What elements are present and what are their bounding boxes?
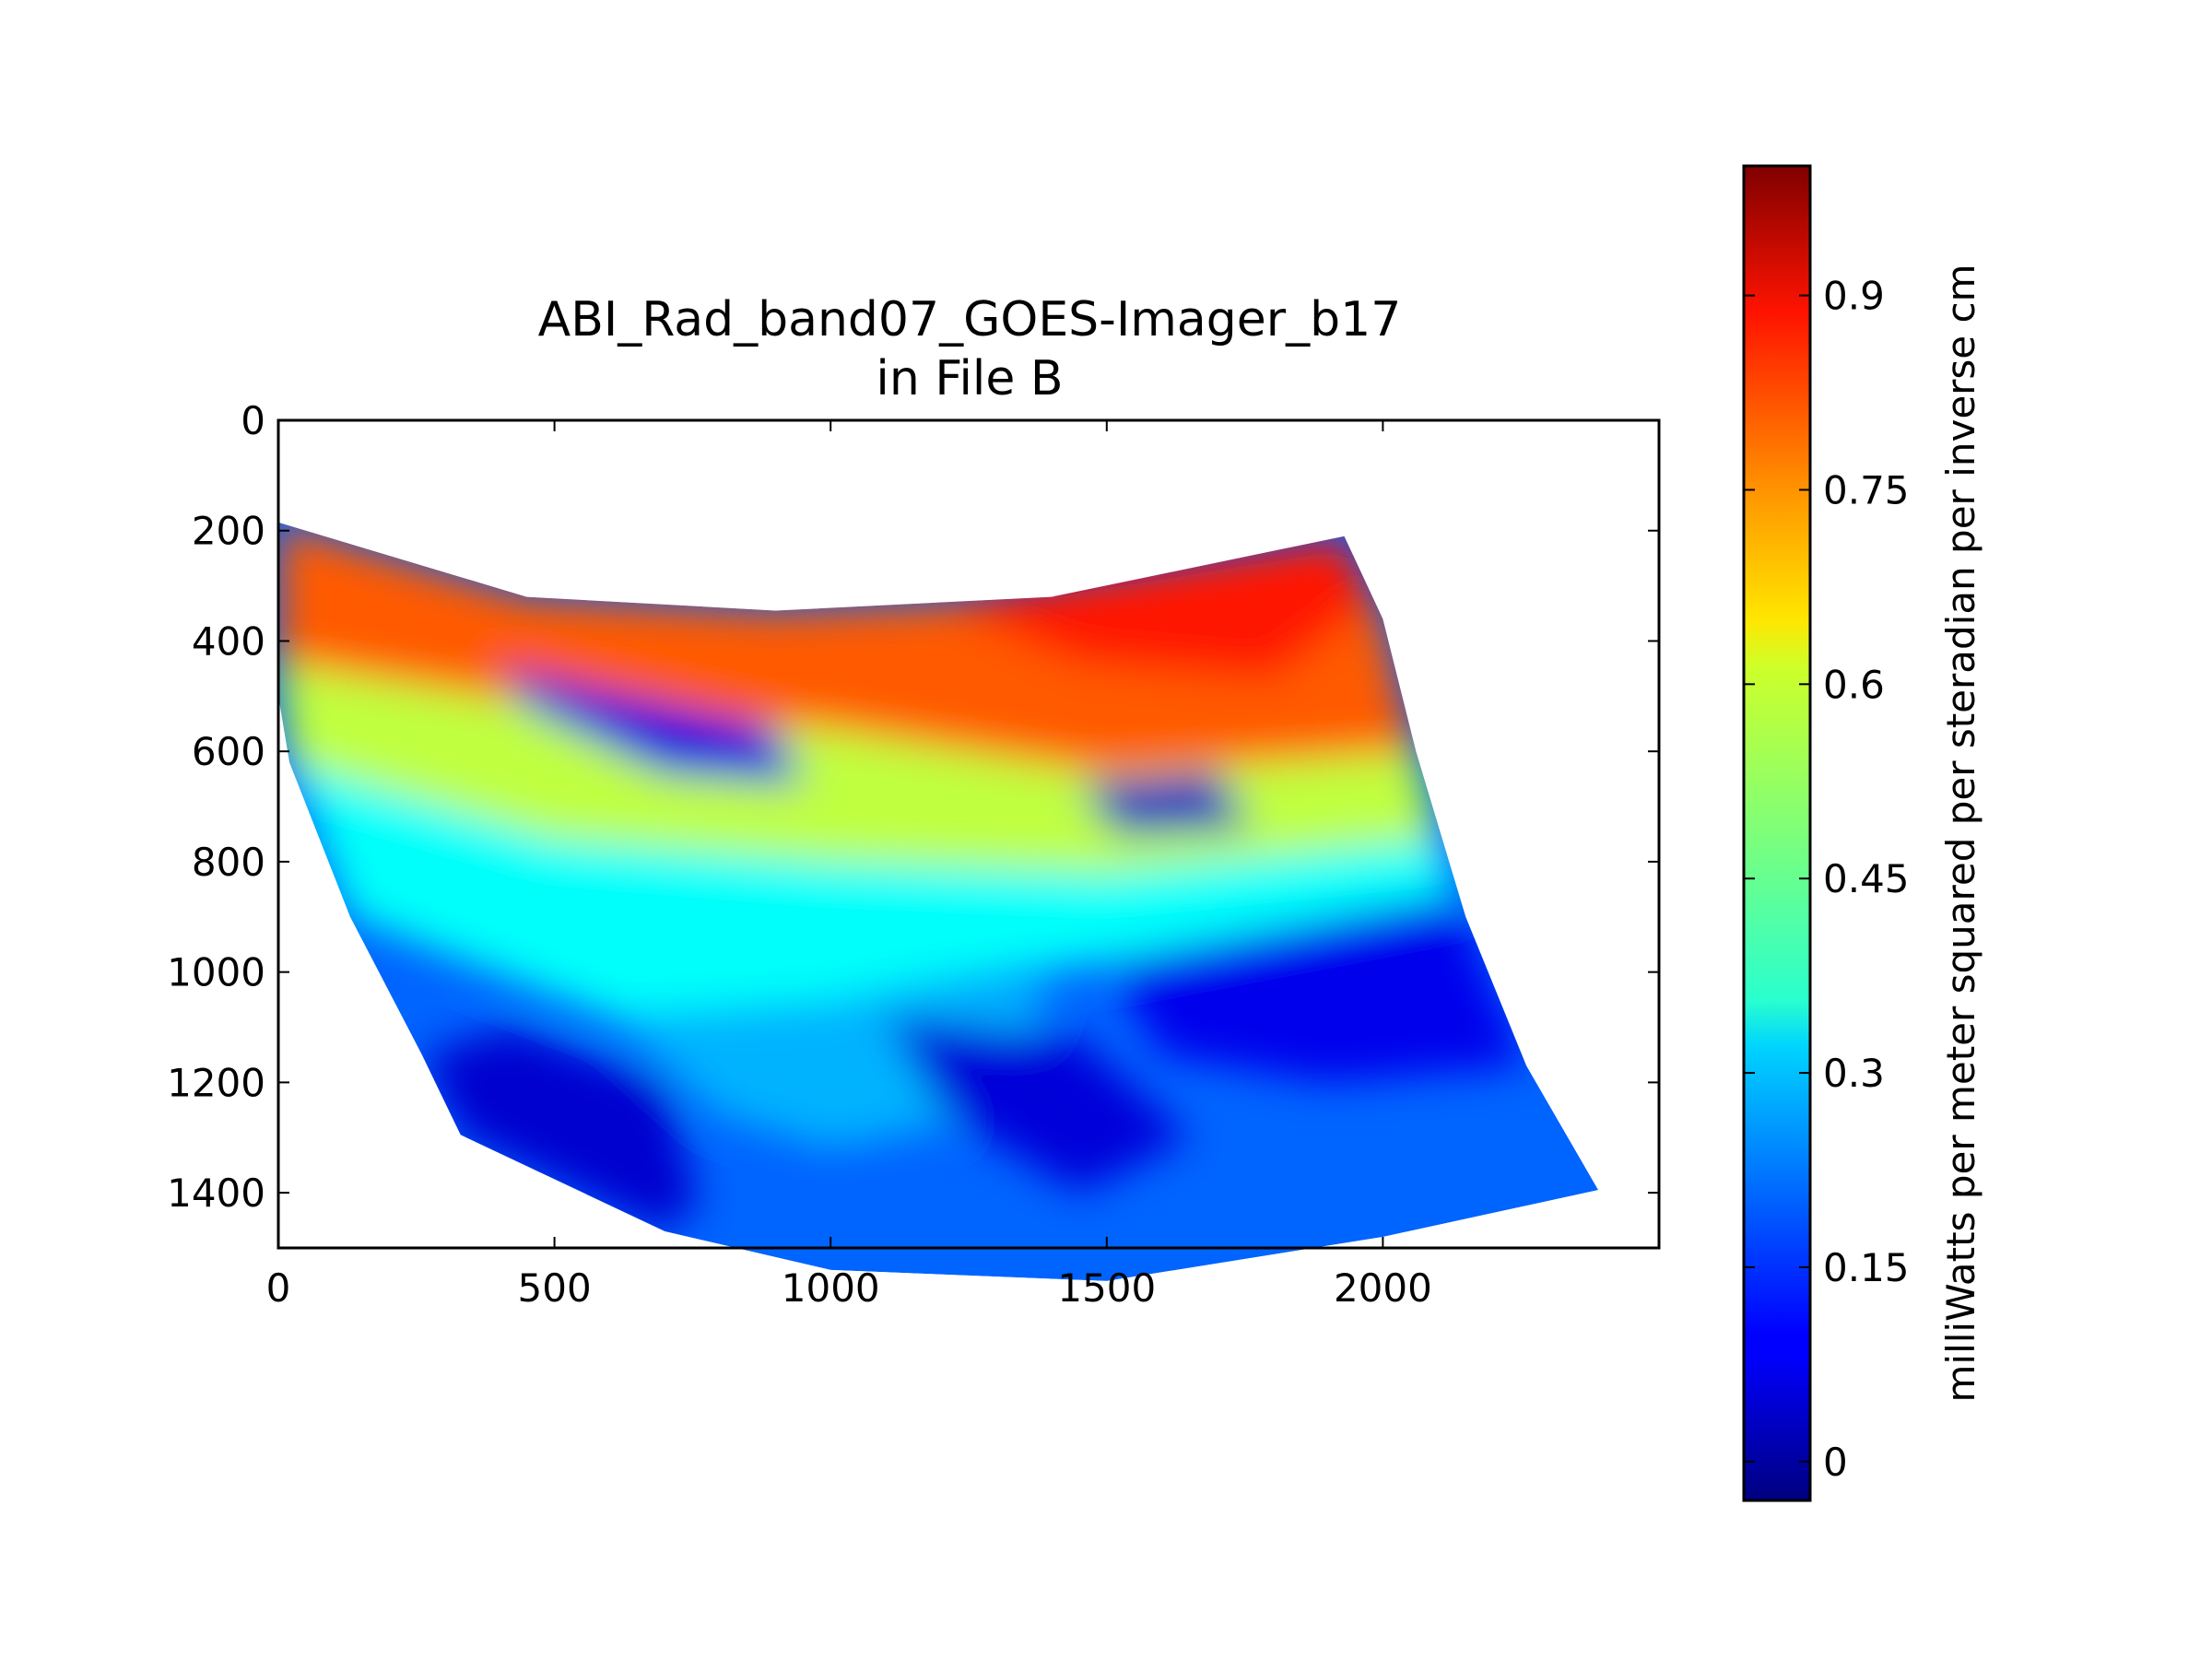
heatmap-region-8 — [1078, 773, 1251, 834]
colorbar-tick-label: 0.3 — [1823, 1051, 1885, 1096]
colorbar-tick-label: 0.15 — [1823, 1245, 1910, 1290]
colorbar-tick-label: 0.6 — [1823, 662, 1885, 707]
heatmap-region-1 — [941, 535, 1372, 680]
plot-frame — [276, 418, 1661, 1250]
y-tick-label: 1200 — [167, 1060, 265, 1105]
y-tick-label: 800 — [192, 840, 265, 885]
y-tick-label: 400 — [192, 618, 265, 664]
heatmap-region-6 — [421, 1027, 699, 1231]
chart-subtitle: in File B — [876, 351, 1063, 406]
plot-area — [276, 418, 1661, 1281]
colorbar-ticks: 0 0.15 0.3 0.45 0.6 0.75 0.9 — [1744, 274, 1910, 1485]
heatmap-image — [278, 522, 1599, 1281]
colorbar-tick-label: 0.9 — [1823, 274, 1885, 319]
colorbar-tick-label: 0.45 — [1823, 856, 1910, 901]
x-tick-label: 0 — [266, 1265, 291, 1311]
colorbar: 0 0.15 0.3 0.45 0.6 0.75 0.9 milliWatts per me… — [1742, 164, 1983, 1502]
heatmap-region-7 — [499, 668, 804, 785]
heatmap-region-9 — [886, 1016, 1190, 1194]
x-axis: 0 500 1000 1500 2000 — [266, 420, 1432, 1311]
colorbar-tick-label: 0 — [1823, 1440, 1848, 1485]
y-tick-label: 1000 — [167, 950, 265, 995]
y-tick-label: 1400 — [167, 1171, 265, 1216]
heatmap-region-3 — [289, 762, 1455, 1017]
x-tick-label: 1000 — [782, 1265, 880, 1311]
x-tick-label: 500 — [518, 1265, 592, 1311]
x-tick-label: 2000 — [1334, 1265, 1432, 1311]
colorbar-gradient — [1742, 164, 1812, 1502]
heatmap-region-5 — [1106, 894, 1527, 1083]
x-tick-label: 1500 — [1057, 1265, 1156, 1311]
colorbar-label: milliWatts per meter squared per steradi… — [1938, 264, 1983, 1402]
y-tick-label: 600 — [192, 729, 265, 774]
y-axis: 0 200 400 600 800 1000 1200 1400 — [167, 398, 1659, 1216]
y-tick-label: 0 — [241, 398, 265, 443]
colorbar-tick-label: 0.75 — [1823, 467, 1910, 512]
chart-title: ABI_Rad_band07_GOES-Imager_b17 — [538, 292, 1402, 347]
y-tick-label: 200 — [192, 509, 265, 554]
